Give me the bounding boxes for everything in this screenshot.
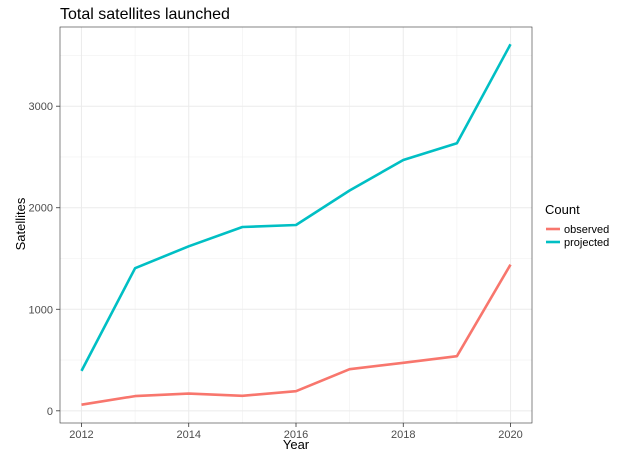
y-tick-label: 1000 bbox=[29, 304, 53, 316]
y-axis-title: Satellites bbox=[13, 197, 28, 250]
legend-label-projected: projected bbox=[564, 237, 609, 249]
legend-label-observed: observed bbox=[564, 224, 609, 236]
gridlines bbox=[60, 27, 532, 423]
x-axis-title: Year bbox=[283, 437, 310, 452]
x-tick-label: 2016 bbox=[284, 429, 308, 441]
legend-title: Count bbox=[545, 202, 580, 217]
y-tick-label: 3000 bbox=[29, 101, 53, 113]
series-line-projected bbox=[80, 43, 512, 372]
axis-ticks: 2012 2014 2016 2018 2020 0 1000 2000 3000 bbox=[29, 101, 523, 441]
y-tick-label: 2000 bbox=[29, 203, 53, 215]
x-tick-label: 2020 bbox=[498, 429, 522, 441]
chart-title: Total satellites launched bbox=[60, 6, 230, 23]
x-tick-label: 2014 bbox=[176, 429, 200, 441]
x-tick-label: 2018 bbox=[391, 429, 415, 441]
series-line-observed bbox=[81, 263, 512, 406]
y-tick-label: 0 bbox=[47, 406, 53, 418]
series-lines bbox=[80, 43, 512, 406]
x-tick-label: 2012 bbox=[69, 429, 93, 441]
